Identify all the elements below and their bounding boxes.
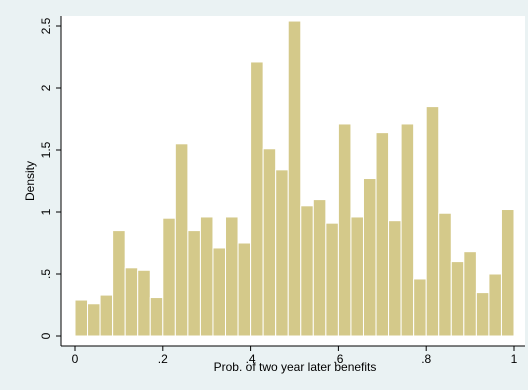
histogram-bar: [463, 251, 477, 337]
histogram-bar: [124, 267, 139, 337]
histogram-bar: [137, 269, 151, 337]
histogram-bar: [87, 303, 101, 337]
x-tick-label: 0: [72, 352, 79, 366]
histogram-bar: [149, 297, 164, 337]
y-tick-label: 0: [39, 332, 53, 339]
histogram-bar: [250, 61, 264, 337]
histogram-bar: [400, 123, 415, 337]
y-tick-label: 1: [39, 208, 53, 215]
x-tick-label: 1: [511, 352, 518, 366]
histogram-bar: [500, 209, 515, 337]
histogram-bar: [237, 242, 252, 337]
y-tick-label: 1.5: [39, 141, 53, 158]
histogram-bar: [199, 216, 214, 337]
histogram-bar: [375, 132, 390, 337]
x-ticks-group: 0 .2 .4 .6 .8 1: [72, 346, 518, 366]
histogram-bar: [325, 222, 339, 337]
histogram-bar: [425, 106, 440, 337]
histogram-bar: [212, 247, 227, 337]
histogram-bar: [262, 148, 277, 337]
histogram-bar: [162, 217, 176, 337]
x-tick-label: .4: [246, 352, 256, 366]
x-tick-label: .8: [421, 352, 431, 366]
x-tick-label: .2: [158, 352, 168, 366]
histogram-bar: [112, 230, 126, 337]
y-tick-label: .5: [39, 269, 53, 279]
x-axis-label: Prob. of two year later benefits: [214, 360, 377, 374]
histogram-bar: [300, 205, 314, 337]
histogram-bar: [475, 292, 490, 337]
x-tick-label: .6: [333, 352, 343, 366]
histogram-bar: [312, 199, 327, 337]
histogram-bar: [174, 143, 189, 337]
histogram-bar: [187, 230, 201, 337]
histogram-bar: [225, 216, 239, 337]
histogram-bar: [438, 212, 452, 337]
histogram-bar: [74, 299, 89, 337]
histogram-bar: [350, 216, 364, 337]
histogram-bar: [450, 261, 465, 337]
histogram-bar: [337, 123, 352, 337]
y-tick-label: 2.5: [39, 17, 53, 34]
histogram-bar: [388, 220, 402, 337]
histogram-bar: [413, 278, 427, 337]
bars-group: [74, 20, 515, 337]
histogram-bar: [287, 20, 302, 337]
histogram-bar: [362, 178, 377, 337]
y-axis-label: Density: [23, 161, 37, 201]
y-tick-label: 2: [39, 84, 53, 91]
histogram-bar: [488, 273, 502, 337]
histogram-bar: [99, 294, 114, 337]
y-ticks-group: 0 .5 1 1.5 2 2.5: [39, 17, 61, 339]
histogram-bar: [275, 169, 289, 337]
